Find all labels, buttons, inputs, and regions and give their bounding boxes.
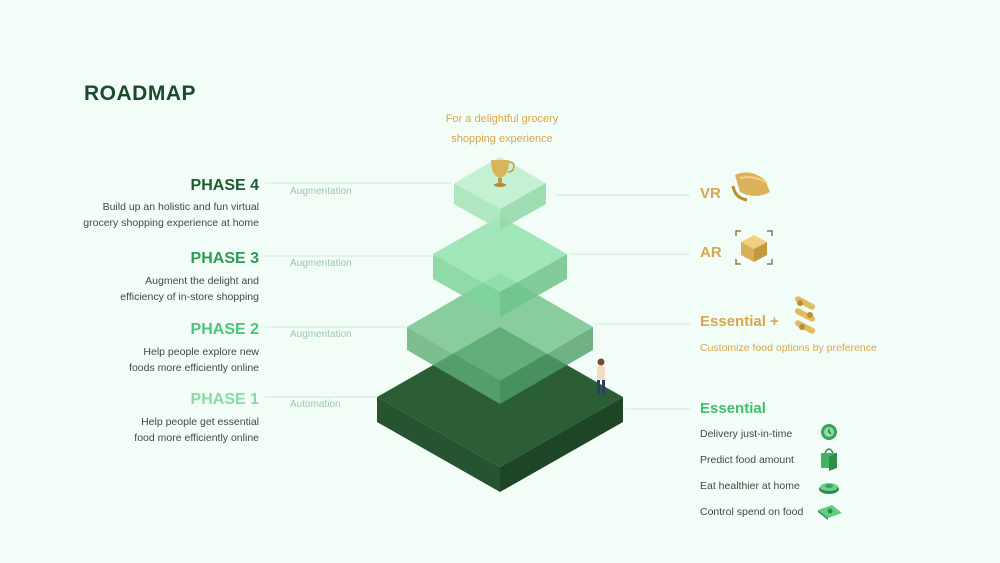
phase-3-step-label: Augmentation [290,258,352,269]
goal-line-1: For a delightful grocery [445,113,559,125]
feature-control-spend: Control spend on food [700,506,804,518]
vr-headset-icon [731,172,770,202]
phase-1-title: PHASE 1 [190,391,259,408]
phase-1-desc-line-1: Help people get essential [141,416,259,428]
phase-4-step-label: Augmentation [290,186,352,197]
options-icon [794,296,816,334]
phase-3-description: Augment the delight and efficiency of in… [39,273,259,305]
ar-cube-icon [735,230,773,265]
page-title: ROADMAP [84,82,196,105]
phase-4-desc-line-2: grocery shopping experience at home [83,217,259,229]
connector-lines [265,182,690,410]
phase-4-desc-line-1: Build up an holistic and fun virtual [102,201,259,213]
feature-delivery: Delivery just-in-time [700,428,793,440]
phase-4-title: PHASE 4 [190,177,259,194]
trophy-icon [491,160,515,187]
phase-3-desc-line-2: efficiency of in-store shopping [120,291,259,303]
essential-label: Essential [700,400,766,417]
pyramid-level-3 [433,216,567,317]
goal-line-2: shopping experience [451,133,553,145]
phase-4-description: Build up an holistic and fun virtual gro… [39,199,259,231]
phase-1-description: Help people get essential food more effi… [39,414,259,446]
phase-3-desc-line-1: Augment the delight and [145,275,259,287]
phase-2-step-label: Augmentation [290,329,352,340]
phase-1-desc-line-2: food more efficiently online [134,432,259,444]
phase-2-desc-line-2: foods more efficiently online [129,362,259,374]
person-figure [597,358,605,395]
essential-plus-label: Essential + [700,313,779,330]
phase-2-description: Help people explore new foods more effic… [39,344,259,376]
ar-label: AR [700,244,722,261]
phase-1-step-label: Automation [290,399,341,410]
feature-eat-healthier: Eat healthier at home [700,480,800,492]
phase-3-title: PHASE 3 [190,250,259,267]
goal-text: For a delightful grocery shopping experi… [412,109,592,149]
grocery-bag-icon [821,448,837,471]
essential-plus-subtitle: Customize food options by preference [700,342,877,354]
feature-predict-amount: Predict food amount [700,454,794,466]
healthy-plate-icon [819,483,839,494]
pyramid-level-2 [407,273,593,404]
vr-label: VR [700,185,721,202]
money-icon [818,505,842,520]
phase-2-desc-line-1: Help people explore new [143,346,259,358]
clock-icon [821,424,837,440]
phase-2-title: PHASE 2 [190,321,259,338]
